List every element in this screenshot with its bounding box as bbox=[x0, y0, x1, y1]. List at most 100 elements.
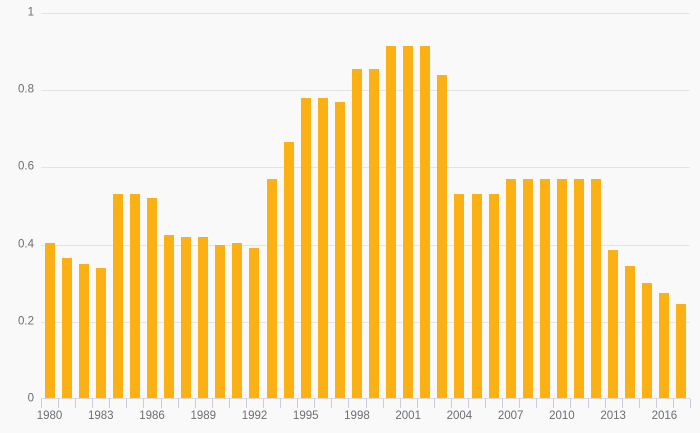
bar[interactable] bbox=[437, 74, 448, 399]
y-axis: 0 0.2 0.4 0.6 0.8 1 bbox=[0, 7, 34, 404]
x-tick bbox=[467, 399, 469, 408]
x-tick bbox=[160, 399, 162, 408]
bar[interactable] bbox=[232, 242, 243, 399]
bars bbox=[41, 13, 690, 399]
y-tick-label: 0.6 bbox=[18, 160, 34, 173]
x-tick bbox=[280, 399, 282, 408]
x-tick bbox=[228, 399, 230, 408]
x-tick-label: 2004 bbox=[446, 410, 473, 422]
bar[interactable] bbox=[420, 45, 431, 399]
x-tick bbox=[331, 399, 333, 408]
x-tick bbox=[587, 399, 589, 408]
gridline bbox=[41, 90, 690, 92]
x-tick bbox=[621, 399, 623, 408]
x-tick-label: 1983 bbox=[87, 410, 114, 422]
bar[interactable] bbox=[522, 178, 533, 399]
x-tick bbox=[75, 399, 77, 408]
bar[interactable] bbox=[283, 142, 294, 399]
gridline bbox=[41, 321, 690, 323]
x-tick-label: 1998 bbox=[344, 410, 370, 422]
gridline bbox=[41, 167, 690, 169]
x-tick bbox=[143, 399, 145, 408]
x-axis: 1980 1983 1986 1989 1992 1995 1998 2001 2004 2007… bbox=[37, 399, 691, 433]
bar[interactable] bbox=[539, 178, 550, 399]
bar[interactable] bbox=[608, 250, 619, 399]
bar[interactable] bbox=[556, 178, 567, 399]
x-tick-label: 1995 bbox=[292, 410, 319, 422]
x-tick bbox=[314, 399, 316, 408]
x-tick bbox=[211, 399, 213, 408]
x-tick bbox=[553, 399, 555, 408]
bar[interactable] bbox=[95, 267, 106, 399]
x-tick bbox=[382, 399, 384, 408]
x-tick bbox=[690, 399, 691, 408]
x-tick bbox=[263, 399, 265, 408]
bar[interactable] bbox=[591, 178, 602, 399]
x-tick bbox=[177, 399, 179, 408]
bar[interactable] bbox=[129, 194, 140, 399]
axis-baseline bbox=[41, 398, 690, 399]
x-tick bbox=[485, 399, 487, 408]
bar[interactable] bbox=[351, 68, 362, 399]
bar[interactable] bbox=[181, 236, 192, 399]
bar[interactable] bbox=[369, 68, 380, 399]
x-tick-label: 1989 bbox=[190, 410, 217, 422]
y-tick-label: 0.2 bbox=[18, 315, 34, 328]
x-tick bbox=[109, 399, 111, 408]
x-tick bbox=[536, 399, 538, 408]
bar[interactable] bbox=[573, 178, 584, 399]
x-tick-label: 2001 bbox=[395, 410, 421, 422]
bar[interactable] bbox=[642, 283, 653, 399]
x-tick bbox=[450, 399, 452, 408]
x-tick bbox=[399, 399, 401, 408]
bar[interactable] bbox=[317, 97, 328, 399]
x-tick bbox=[194, 399, 196, 408]
bar[interactable] bbox=[659, 292, 670, 399]
bar[interactable] bbox=[249, 248, 260, 399]
gridline bbox=[41, 13, 690, 14]
y-tick-label: 0.8 bbox=[18, 83, 34, 96]
x-tick bbox=[604, 399, 606, 408]
bar[interactable] bbox=[334, 101, 345, 399]
bar[interactable] bbox=[44, 242, 55, 399]
bar[interactable] bbox=[488, 194, 499, 399]
bar[interactable] bbox=[78, 263, 89, 399]
bar[interactable] bbox=[198, 236, 209, 399]
bar[interactable] bbox=[147, 198, 157, 399]
x-tick bbox=[126, 399, 128, 408]
y-tick-label: 0.4 bbox=[18, 237, 34, 250]
bar[interactable] bbox=[471, 194, 482, 399]
bar[interactable] bbox=[403, 45, 414, 399]
x-tick bbox=[672, 399, 674, 408]
bar[interactable] bbox=[386, 45, 397, 399]
x-tick bbox=[570, 399, 572, 408]
x-tick-label: 2007 bbox=[497, 410, 524, 422]
x-tick bbox=[245, 399, 247, 408]
bar[interactable] bbox=[61, 258, 72, 399]
x-tick bbox=[519, 399, 521, 408]
x-tick bbox=[58, 399, 60, 408]
bar[interactable] bbox=[112, 194, 123, 399]
x-tick bbox=[655, 399, 657, 408]
bar[interactable] bbox=[215, 244, 226, 399]
x-tick-label: 2016 bbox=[651, 410, 678, 422]
x-tick bbox=[502, 399, 504, 408]
y-tick-label: 0 bbox=[27, 392, 34, 405]
bar[interactable] bbox=[164, 234, 175, 399]
bar[interactable] bbox=[300, 97, 311, 399]
gridline bbox=[41, 244, 690, 246]
x-tick-label: 1986 bbox=[139, 410, 165, 422]
bar[interactable] bbox=[625, 265, 636, 399]
x-tick-label: 1980 bbox=[36, 410, 63, 422]
bar[interactable] bbox=[454, 194, 465, 399]
x-tick bbox=[297, 399, 299, 408]
x-tick-label: 1992 bbox=[241, 410, 268, 422]
x-tick-label: 2013 bbox=[600, 410, 626, 422]
x-tick bbox=[92, 399, 94, 408]
bar[interactable] bbox=[676, 304, 687, 399]
x-tick bbox=[365, 399, 367, 408]
bar[interactable] bbox=[505, 178, 516, 399]
bar[interactable] bbox=[266, 178, 277, 399]
x-tick bbox=[638, 399, 640, 408]
x-tick bbox=[433, 399, 435, 408]
